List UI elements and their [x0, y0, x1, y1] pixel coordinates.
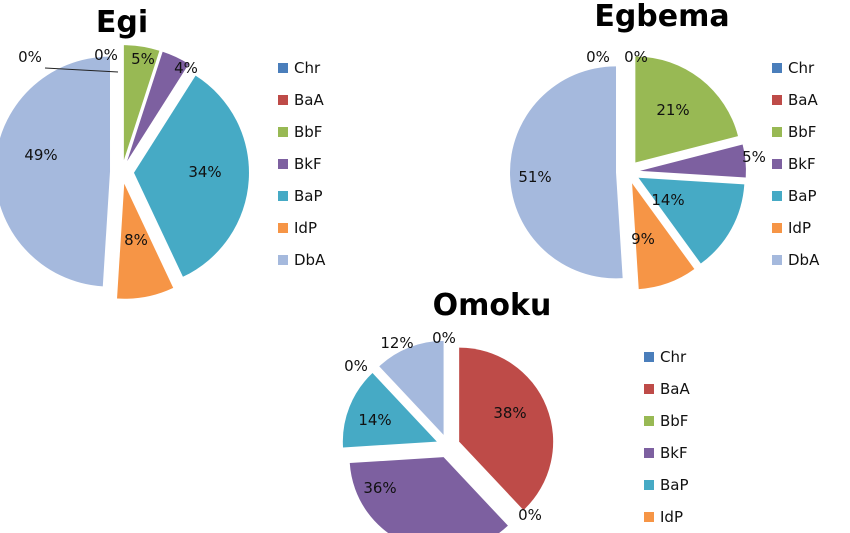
egbema-legend-swatch-chr — [772, 63, 782, 73]
egbema-label-dba: 51% — [518, 168, 551, 186]
omoku-legend-swatch-bap — [644, 480, 654, 490]
egi-label-bbf: 5% — [131, 50, 155, 68]
egi-label-bap: 34% — [188, 163, 221, 181]
egbema-label-bkf: 5% — [742, 148, 766, 166]
omoku-legend-label-bbf: BbF — [660, 412, 688, 430]
egbema-label-bap: 14% — [651, 191, 684, 209]
egi-legend-swatch-bkf — [278, 159, 288, 169]
egbema-legend-label-idp: IdP — [788, 219, 811, 237]
egbema-legend-label-bap: BaP — [788, 187, 817, 205]
egi-label-dba: 49% — [24, 146, 57, 164]
egbema-slice-idp — [632, 183, 695, 290]
omoku-legend-swatch-bkf — [644, 448, 654, 458]
egi-slice-bkf — [127, 51, 189, 162]
egbema-legend-swatch-bap — [772, 191, 782, 201]
egbema-legend-swatch-idp — [772, 223, 782, 233]
egbema-legend-label-bbf: BbF — [788, 123, 816, 141]
omoku-label-dba: 12% — [380, 334, 413, 352]
egi-chart: Egi 0% 0% 5% 4% 34% 8% 49% Chr BaA BbF BkF BaP IdP D… — [0, 5, 326, 299]
egi-slice-bap — [133, 75, 249, 277]
egbema-label-bbf: 21% — [656, 101, 689, 119]
egi-legend-swatch-baa — [278, 95, 288, 105]
omoku-slice-dba — [379, 340, 444, 435]
omoku-label-bbf: 0% — [518, 506, 542, 524]
omoku-label-bkf: 36% — [363, 479, 396, 497]
egbema-legend-label-baa: BaA — [788, 91, 818, 109]
omoku-slice-bkf — [349, 457, 508, 533]
egbema-legend-label-dba: DbA — [788, 251, 820, 269]
omoku-label-baa: 38% — [493, 404, 526, 422]
egbema-slice-bbf — [635, 56, 739, 163]
omoku-legend-swatch-chr — [644, 352, 654, 362]
egi-legend-label-bap: BaP — [294, 187, 323, 205]
egbema-slice-bkf — [639, 144, 746, 178]
omoku-legend-label-baa: BaA — [660, 380, 690, 398]
egi-legend-label-chr: Chr — [294, 59, 321, 77]
omoku-label-chr: 0% — [432, 329, 456, 347]
egi-legend-swatch-dba — [278, 255, 288, 265]
omoku-legend-swatch-baa — [644, 384, 654, 394]
egbema-label-idp: 9% — [631, 230, 655, 248]
egi-legend-label-dba: DbA — [294, 251, 326, 269]
omoku-chart: Omoku 0% 38% 0% 36% 14% 0% 12% Chr BaA BbF BkF BaP… — [342, 288, 690, 533]
omoku-slice-baa — [459, 347, 554, 511]
omoku-legend-label-bkf: BkF — [660, 444, 688, 462]
omoku-label-idp: 0% — [344, 357, 368, 375]
omoku-slice-bap — [342, 373, 437, 448]
omoku-legend-label-bap: BaP — [660, 476, 689, 494]
egbema-legend-swatch-bkf — [772, 159, 782, 169]
omoku-legend-swatch-idp — [644, 512, 654, 522]
omoku-legend-label-idp: IdP — [660, 508, 683, 526]
egi-legend-label-bbf: BbF — [294, 123, 322, 141]
egbema-label-chr: 0% — [586, 48, 610, 66]
egi-legend-label-bkf: BkF — [294, 155, 322, 173]
egbema-label-baa: 0% — [624, 48, 648, 66]
egbema-chart: Egbema 0% 0% 21% 5% 14% 9% 51% Chr BaA BbF BkF BaP… — [510, 0, 820, 290]
egbema-slice-dba — [510, 66, 623, 279]
egbema-legend-swatch-dba — [772, 255, 782, 265]
egi-label-chr: 0% — [18, 48, 42, 66]
egbema-legend-swatch-bbf — [772, 127, 782, 137]
egbema-legend-swatch-baa — [772, 95, 782, 105]
egbema-slice-bap — [638, 177, 745, 264]
egi-slice-bbf — [123, 45, 160, 161]
egi-legend-swatch-idp — [278, 223, 288, 233]
egbema-title: Egbema — [594, 0, 729, 34]
egi-title: Egi — [96, 5, 148, 40]
egi-legend-swatch-chr — [278, 63, 288, 73]
egi-label-bkf: 4% — [174, 59, 198, 77]
egi-label-idp: 8% — [124, 231, 148, 249]
omoku-legend-label-chr: Chr — [660, 348, 687, 366]
egbema-legend-label-chr: Chr — [788, 59, 815, 77]
egi-legend-label-idp: IdP — [294, 219, 317, 237]
egi-legend-label-baa: BaA — [294, 91, 324, 109]
egi-label-baa: 0% — [94, 46, 118, 64]
omoku-label-bap: 14% — [358, 411, 391, 429]
egbema-legend-label-bkf: BkF — [788, 155, 816, 173]
egi-slice-idp — [117, 183, 174, 299]
egi-legend-swatch-bap — [278, 191, 288, 201]
omoku-legend-swatch-bbf — [644, 416, 654, 426]
egi-leader-line — [44, 67, 119, 73]
egi-legend-swatch-bbf — [278, 127, 288, 137]
omoku-title: Omoku — [433, 288, 552, 323]
egi-slice-dba — [0, 56, 111, 287]
